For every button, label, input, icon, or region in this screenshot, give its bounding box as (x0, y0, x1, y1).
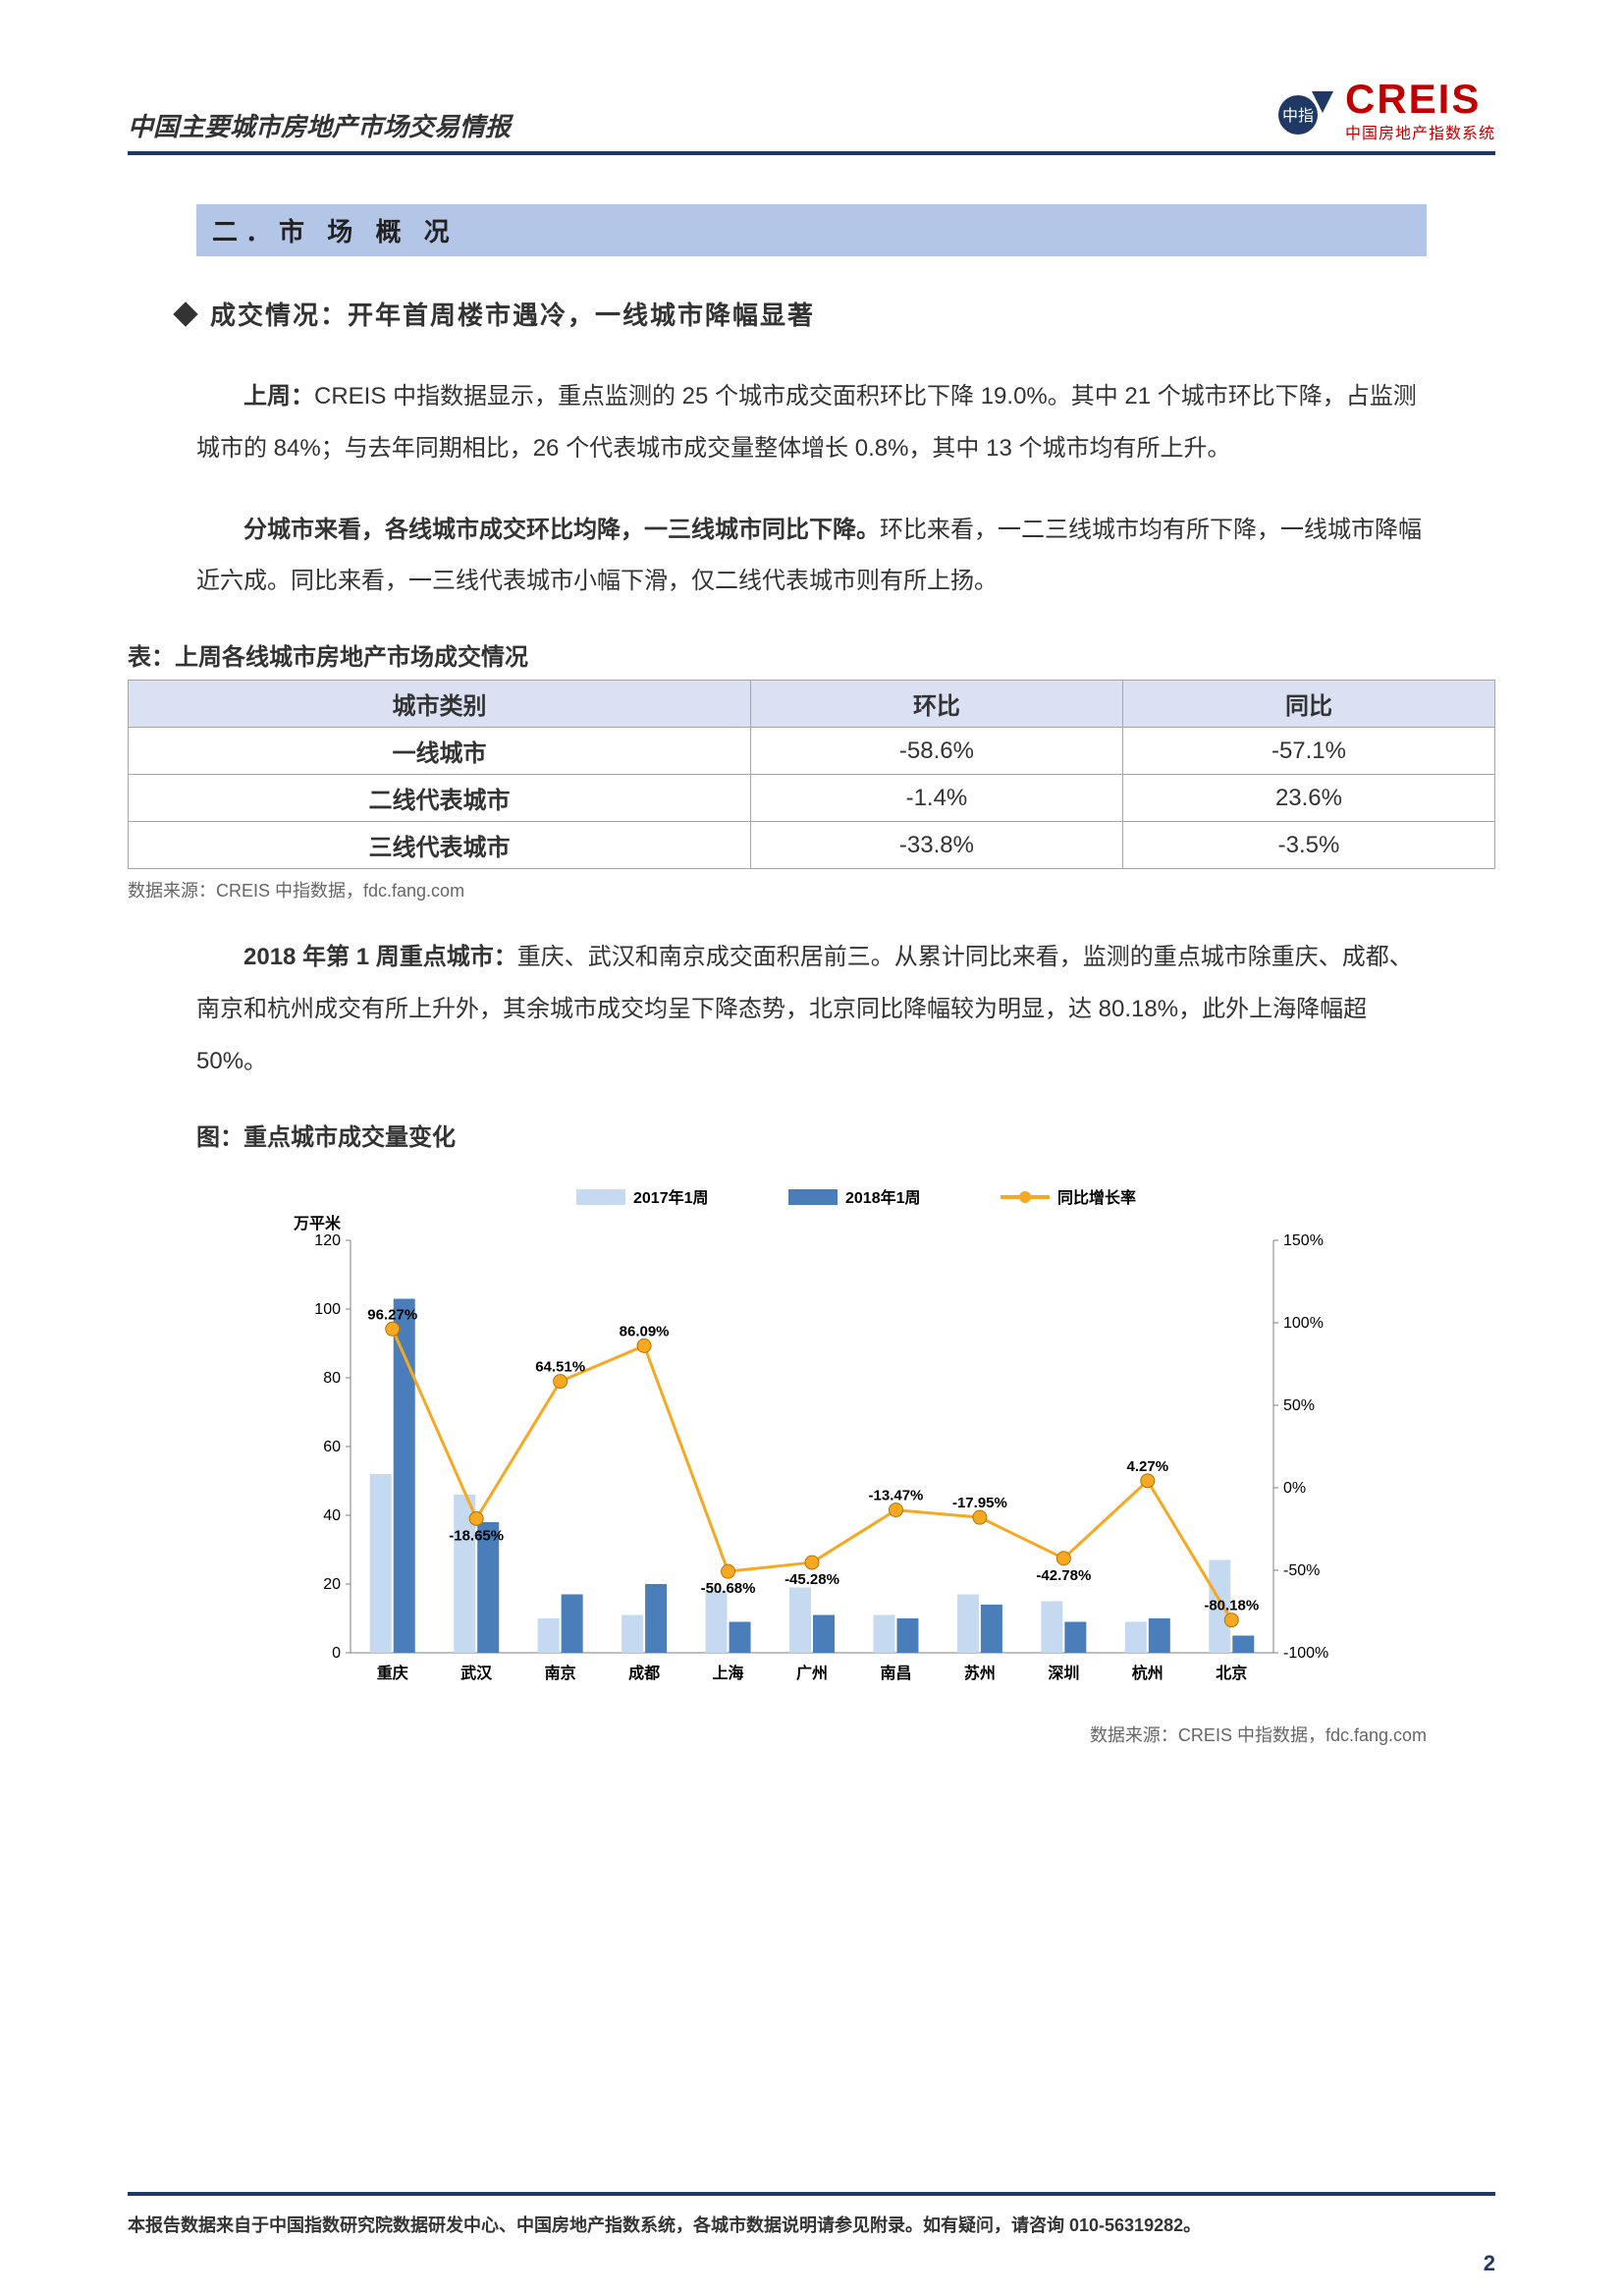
svg-text:北京: 北京 (1216, 1664, 1247, 1682)
svg-text:60: 60 (323, 1439, 341, 1455)
svg-text:40: 40 (323, 1507, 341, 1524)
chart-title: 图：重点城市成交量变化 (196, 1118, 1427, 1152)
table-col-2: 同比 (1122, 681, 1494, 728)
svg-text:-18.65%: -18.65% (449, 1527, 504, 1544)
svg-text:-13.47%: -13.47% (868, 1487, 923, 1503)
svg-text:-17.95%: -17.95% (951, 1495, 1006, 1511)
svg-text:150%: 150% (1283, 1232, 1324, 1249)
table-cell: -58.6% (750, 728, 1122, 775)
svg-text:深圳: 深圳 (1048, 1664, 1079, 1682)
paragraph-3: 2018 年第 1 周重点城市：重庆、武汉和南京成交面积居前三。从累计同比来看，… (196, 932, 1427, 1087)
svg-text:0: 0 (332, 1645, 341, 1662)
section-heading: 二．市 场 概 况 (196, 204, 1427, 256)
svg-text:96.27%: 96.27% (367, 1306, 417, 1323)
svg-text:-100%: -100% (1283, 1645, 1328, 1662)
chart-source: 数据来源：CREIS 中指数据，fdc.fang.com (196, 1722, 1427, 1747)
svg-text:100: 100 (314, 1301, 341, 1318)
svg-text:86.09%: 86.09% (619, 1323, 669, 1339)
logo-main-text: CREIS (1345, 79, 1495, 120)
table-source: 数据来源：CREIS 中指数据，fdc.fang.com (128, 877, 1427, 902)
para1-lead: 上周： (243, 383, 314, 410)
svg-text:50%: 50% (1283, 1397, 1315, 1414)
header-title: 中国主要城市房地产市场交易情报 (128, 107, 511, 143)
svg-text:2017年1周: 2017年1周 (633, 1188, 709, 1207)
table-cell: 二线代表城市 (129, 775, 751, 822)
svg-text:4.27%: 4.27% (1126, 1457, 1168, 1474)
city-tier-table: 城市类别 环比 同比 一线城市-58.6%-57.1%二线代表城市-1.4%23… (128, 680, 1495, 869)
logo-sub-text: 中国房地产指数系统 (1345, 120, 1495, 143)
svg-text:64.51%: 64.51% (535, 1358, 585, 1375)
svg-text:上海: 上海 (712, 1664, 743, 1682)
svg-text:-80.18%: -80.18% (1204, 1597, 1259, 1613)
svg-text:广州: 广州 (795, 1664, 827, 1682)
footer-text: 本报告数据来自于中国指数研究院数据研发中心、中国房地产指数系统，各城市数据说明请… (128, 2212, 1495, 2237)
page-number: 2 (1484, 2251, 1495, 2276)
table-caption: 表：上周各线城市房地产市场成交情况 (128, 637, 1427, 672)
svg-text:重庆: 重庆 (376, 1664, 407, 1682)
logo: 中指 CREIS 中国房地产指数系统 (1276, 79, 1495, 143)
para2-lead: 分城市来看，各线城市成交环比均降，一三线城市同比下降。 (243, 517, 880, 543)
svg-text:120: 120 (314, 1232, 341, 1249)
city-chart: 2017年1周 2018年1周 同比增长率万平米 0 20 40 60 80 100 120 -10… (272, 1172, 1352, 1702)
table-cell: -1.4% (750, 775, 1122, 822)
diamond-icon (173, 301, 197, 326)
content-area: 二．市 场 概 况 成交情况：开年首周楼市遇冷，一线城市降幅显著 上周：CREI… (128, 204, 1495, 1747)
page-header: 中国主要城市房地产市场交易情报 中指 CREIS 中国房地产指数系统 (128, 79, 1495, 155)
table-row: 一线城市-58.6%-57.1% (129, 728, 1495, 775)
section-title: 市 场 概 况 (279, 217, 458, 246)
svg-text:南京: 南京 (544, 1664, 575, 1682)
para1-body: CREIS 中指数据显示，重点监测的 25 个城市成交面积环比下降 19.0%。… (196, 383, 1417, 462)
table-cell: -57.1% (1122, 728, 1494, 775)
table-col-1: 环比 (750, 681, 1122, 728)
svg-text:-45.28%: -45.28% (784, 1571, 839, 1588)
svg-text:同比增长率: 同比增长率 (1057, 1188, 1136, 1207)
svg-text:杭州: 杭州 (1131, 1664, 1163, 1682)
svg-text:20: 20 (323, 1576, 341, 1593)
table-cell: 23.6% (1122, 775, 1494, 822)
svg-text:-50%: -50% (1283, 1562, 1320, 1579)
page-footer: 本报告数据来自于中国指数研究院数据研发中心、中国房地产指数系统，各城市数据说明请… (128, 2192, 1495, 2237)
section-number: 二． (212, 217, 279, 246)
table-row: 二线代表城市-1.4%23.6% (129, 775, 1495, 822)
svg-text:-50.68%: -50.68% (700, 1580, 755, 1597)
svg-text:中指: 中指 (1282, 107, 1314, 125)
table-header-row: 城市类别 环比 同比 (129, 681, 1495, 728)
svg-text:万平米: 万平米 (292, 1214, 341, 1232)
table-row: 三线代表城市-33.8%-3.5% (129, 822, 1495, 869)
para3-lead: 2018 年第 1 周重点城市： (243, 944, 517, 970)
svg-text:2018年1周: 2018年1周 (845, 1188, 921, 1207)
svg-text:苏州: 苏州 (963, 1664, 995, 1682)
table-col-0: 城市类别 (129, 681, 751, 728)
paragraph-1: 上周：CREIS 中指数据显示，重点监测的 25 个城市成交面积环比下降 19.… (196, 371, 1427, 475)
svg-text:成都: 成都 (628, 1664, 660, 1682)
subsection-row: 成交情况：开年首周楼市遇冷，一线城市降幅显著 (177, 296, 1427, 332)
svg-text:0%: 0% (1283, 1480, 1306, 1497)
svg-text:100%: 100% (1283, 1315, 1324, 1332)
logo-badge-icon: 中指 (1276, 82, 1335, 140)
table-cell: -33.8% (750, 822, 1122, 869)
table-cell: 三线代表城市 (129, 822, 751, 869)
paragraph-2: 分城市来看，各线城市成交环比均降，一三线城市同比下降。环比来看，一二三线城市均有… (196, 505, 1427, 609)
table-cell: -3.5% (1122, 822, 1494, 869)
table-cell: 一线城市 (129, 728, 751, 775)
svg-text:南昌: 南昌 (880, 1664, 911, 1682)
svg-text:武汉: 武汉 (460, 1664, 493, 1682)
svg-text:80: 80 (323, 1370, 341, 1387)
svg-text:-42.78%: -42.78% (1036, 1566, 1091, 1583)
subsection-title: 成交情况：开年首周楼市遇冷，一线城市降幅显著 (210, 296, 815, 332)
